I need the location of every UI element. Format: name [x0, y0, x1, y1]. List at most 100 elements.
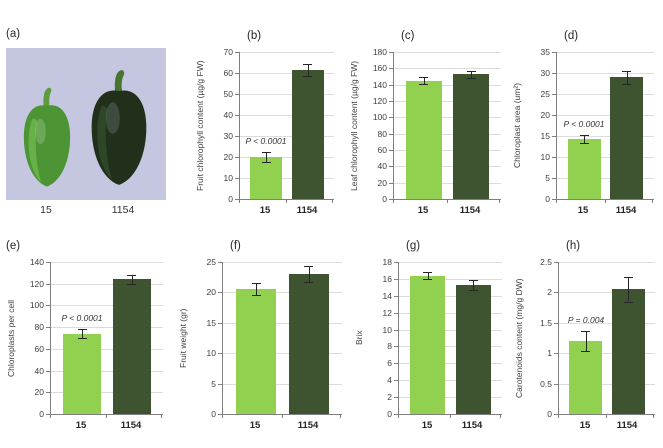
x-axis-tick [653, 415, 654, 418]
y-axis-tick [235, 157, 239, 158]
panel-label: (f) [230, 240, 241, 252]
bar-1154 [612, 289, 645, 414]
panel-label: (g) [406, 240, 421, 252]
gridline [399, 279, 502, 280]
error-bar [308, 64, 309, 77]
gridline [394, 166, 501, 167]
gridline [51, 327, 163, 328]
y-axis-tick [218, 262, 222, 263]
gridline [223, 323, 342, 324]
error-bar-cap [469, 290, 478, 291]
error-bar-cap [622, 84, 631, 85]
x-axis-tick [393, 200, 394, 203]
y-tick-label: 140 [372, 80, 387, 90]
gridline [399, 346, 502, 347]
y-axis-tick [235, 94, 239, 95]
x-category-label: 1154 [615, 205, 637, 216]
y-tick-label: 0.5 [540, 379, 552, 389]
x-category-label: 1154 [461, 420, 483, 431]
pepper-gloss [105, 102, 120, 134]
y-axis-tick [46, 414, 50, 415]
x-category-label: 1154 [296, 205, 318, 216]
error-bar-cap [303, 76, 312, 77]
gridline [51, 392, 163, 393]
y-axis-tick [218, 323, 222, 324]
panel-e-chloroplasts-per-cell-chart: (e) Chloroplasts per cell P < 0.0001 0 20 40 6… [4, 234, 169, 442]
y-tick-label: 160 [372, 63, 387, 73]
error-bar-cap [624, 277, 633, 278]
y-axis-tick [554, 323, 558, 324]
y-axis-tick [235, 115, 239, 116]
error-bar-cap [303, 64, 312, 65]
y-tick-label: 5 [545, 173, 550, 183]
y-axis-tick [235, 73, 239, 74]
y-tick-label: 140 [29, 257, 44, 267]
error-bar-cap [467, 71, 476, 72]
error-bar [471, 71, 472, 78]
error-bar [584, 135, 585, 143]
y-axis-tick [389, 166, 393, 167]
plot-area [398, 262, 502, 415]
gridline [240, 115, 334, 116]
x-category-label: 15 [75, 420, 87, 431]
y-tick-label: 30 [540, 68, 550, 78]
y-tick-label: 80 [377, 129, 387, 139]
y-tick-label: 0 [211, 409, 216, 419]
gridline [394, 117, 501, 118]
x-axis-tick [558, 415, 559, 418]
y-tick-label: 0 [547, 409, 552, 419]
y-tick-label: 0 [387, 409, 392, 419]
panel-label: (d) [564, 30, 579, 42]
y-axis-tick [394, 262, 398, 263]
gridline [399, 296, 502, 297]
p-value-label: P < 0.0001 [245, 136, 287, 146]
gridline [240, 157, 334, 158]
pepper-photo [6, 48, 166, 200]
y-axis-tick [552, 94, 556, 95]
y-axis-tick [394, 397, 398, 398]
y-tick-label: 0 [228, 194, 233, 204]
gridline [399, 397, 502, 398]
panel-d-chloroplast-area-chart: (d) Chloroplast area (um²) P < 0.0001 0 5 10 1… [510, 24, 660, 227]
error-bar-cap [624, 302, 633, 303]
y-axis-tick [389, 68, 393, 69]
y-tick-label: 20 [540, 110, 550, 120]
y-axis-tick [552, 199, 556, 200]
gridline [223, 262, 342, 263]
bar-15 [569, 341, 602, 414]
y-axis-tick [554, 292, 558, 293]
plot-area: P < 0.0001 [239, 52, 334, 200]
error-bar [266, 152, 267, 163]
x-axis-tick [50, 415, 51, 418]
error-bar [473, 280, 474, 290]
p-value-label: P < 0.0001 [61, 313, 103, 323]
plot-area [222, 262, 342, 415]
panel-f-fruit-weight-chart: (f) Fruit weight (gr) 0 5 10 15 20 25 15 1154 [176, 234, 348, 442]
y-axis-tick [46, 305, 50, 306]
error-bar-cap [580, 143, 589, 144]
x-axis-tick [332, 200, 333, 203]
y-axis-tick [218, 384, 222, 385]
gridline [51, 349, 163, 350]
y-tick-label: 8 [387, 341, 392, 351]
error-bar [586, 331, 587, 352]
error-bar-cap [78, 338, 87, 339]
y-tick-label: 10 [223, 173, 233, 183]
plot-area: P < 0.0001 [556, 52, 654, 200]
error-bar [82, 329, 83, 338]
y-axis-title: Fruit weight (gr) [178, 308, 188, 368]
gridline [223, 353, 342, 354]
x-axis-tick [161, 415, 162, 418]
y-tick-label: 18 [382, 257, 392, 267]
x-axis-tick [556, 200, 557, 203]
gridline [240, 52, 334, 53]
gridline [559, 323, 655, 324]
pepper-stem [43, 87, 52, 108]
pepper-sheen [28, 118, 42, 182]
gridline [399, 262, 502, 263]
y-axis-tick [389, 199, 393, 200]
y-axis-tick [235, 178, 239, 179]
x-axis-tick [222, 415, 223, 418]
x-axis-tick [499, 200, 500, 203]
y-tick-label: 15 [540, 131, 550, 141]
